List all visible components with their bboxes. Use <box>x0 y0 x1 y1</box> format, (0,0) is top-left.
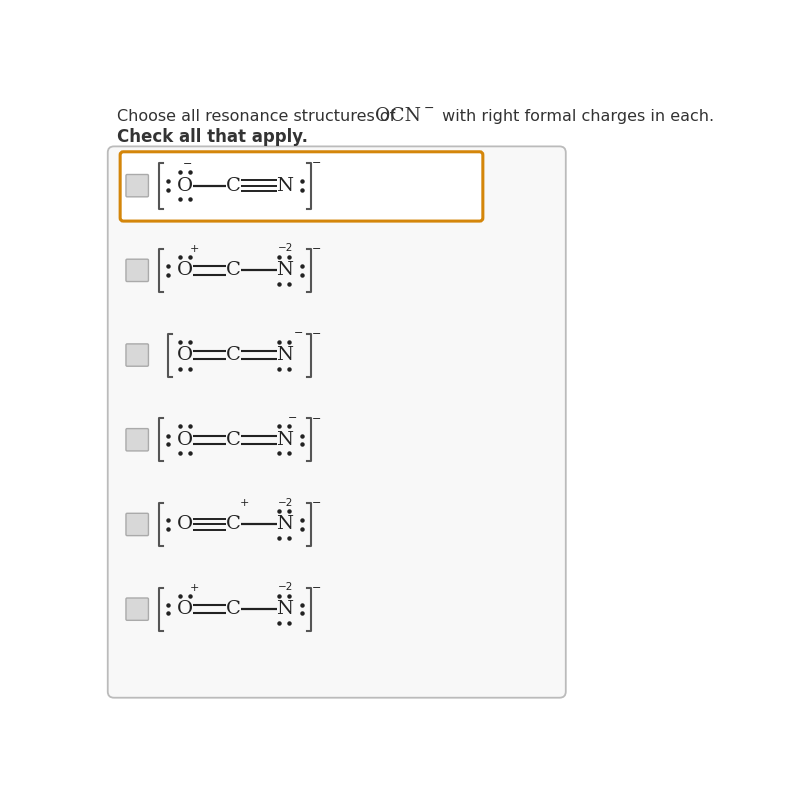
Text: −2: −2 <box>278 582 294 592</box>
Text: −2: −2 <box>278 498 294 507</box>
Text: −: − <box>424 102 434 115</box>
Text: Check all that apply.: Check all that apply. <box>117 128 308 146</box>
Text: −: − <box>287 413 297 423</box>
Text: O: O <box>177 600 194 618</box>
FancyBboxPatch shape <box>120 152 483 221</box>
Text: −: − <box>312 583 322 593</box>
Text: −: − <box>294 328 303 338</box>
Text: C: C <box>226 346 241 364</box>
Text: +: + <box>190 583 199 593</box>
Text: N: N <box>276 431 293 449</box>
FancyBboxPatch shape <box>126 344 149 367</box>
Text: OCN: OCN <box>375 107 421 126</box>
Text: N: N <box>276 346 293 364</box>
Text: −: − <box>312 498 322 508</box>
Text: −: − <box>312 329 322 339</box>
Text: +: + <box>190 244 199 254</box>
Text: O: O <box>177 346 194 364</box>
Text: −: − <box>312 158 322 168</box>
FancyBboxPatch shape <box>126 598 149 620</box>
Text: with right formal charges in each.: with right formal charges in each. <box>437 109 714 124</box>
FancyBboxPatch shape <box>126 514 149 536</box>
Text: O: O <box>177 431 194 449</box>
Text: C: C <box>226 177 241 194</box>
Text: N: N <box>276 515 293 533</box>
Text: Choose all resonance structures of: Choose all resonance structures of <box>117 109 401 124</box>
Text: C: C <box>226 515 241 533</box>
Text: C: C <box>226 600 241 618</box>
FancyBboxPatch shape <box>126 429 149 451</box>
Text: N: N <box>276 600 293 618</box>
Text: C: C <box>226 431 241 449</box>
Text: N: N <box>276 261 293 280</box>
Text: +: + <box>239 498 249 508</box>
Text: O: O <box>177 177 194 194</box>
FancyBboxPatch shape <box>126 175 149 197</box>
FancyBboxPatch shape <box>126 259 149 281</box>
FancyBboxPatch shape <box>108 146 566 698</box>
Text: −: − <box>312 244 322 254</box>
Text: O: O <box>177 261 194 280</box>
Text: C: C <box>226 261 241 280</box>
Text: −: − <box>312 414 322 423</box>
Text: O: O <box>177 515 194 533</box>
Text: −: − <box>183 159 192 169</box>
Text: N: N <box>276 177 293 194</box>
Text: −2: −2 <box>278 243 294 254</box>
